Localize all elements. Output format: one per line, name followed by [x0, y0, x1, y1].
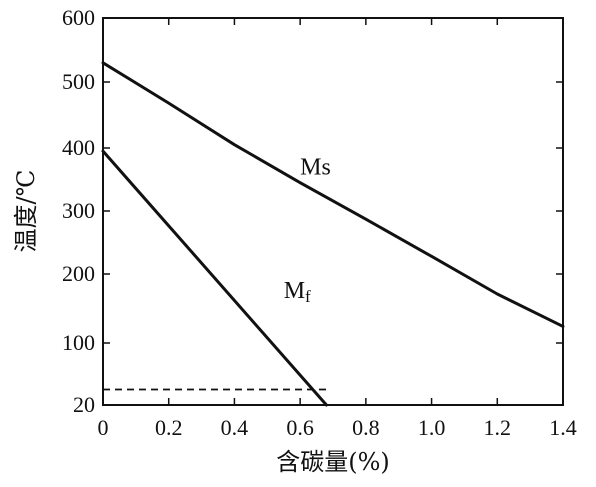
series-label-ms: Ms — [300, 154, 331, 180]
series-line-mf — [101, 149, 328, 407]
x-tick-label-7: 1.4 — [549, 415, 577, 440]
y-tick-label-5: 500 — [62, 69, 95, 94]
plot-frame — [102, 17, 564, 406]
y-axis-title: 温度/℃ — [12, 170, 40, 253]
series-label-main-mf: M — [284, 278, 305, 304]
y-tick-label-3: 300 — [62, 198, 95, 223]
x-axis-title: 含碳量(%) — [276, 448, 390, 476]
x-tick-label-6: 1.2 — [484, 415, 512, 440]
x-tick-label-0: 0 — [98, 415, 109, 440]
series-label-sub-mf: f — [305, 287, 311, 306]
series-label-main-ms: M — [300, 154, 321, 180]
series-line-ms — [101, 61, 565, 328]
y-tick-label-2: 200 — [62, 261, 95, 286]
x-tick-label-4: 0.8 — [352, 415, 380, 440]
y-tick-label-4: 400 — [62, 135, 95, 160]
y-tick-label-6: 600 — [62, 5, 95, 30]
series-layer — [101, 61, 565, 407]
ticks — [102, 17, 564, 406]
tick-labels: 0 0.2 0.4 0.6 0.8 1.0 1.2 1.4 20 100 200 300 400 500 6… — [62, 5, 577, 440]
y-tick-label-0: 20 — [73, 392, 95, 417]
x-tick-label-1: 0.2 — [155, 415, 183, 440]
x-tick-label-3: 0.6 — [286, 415, 314, 440]
y-tick-label-1: 100 — [62, 330, 95, 355]
x-tick-label-5: 1.0 — [418, 415, 446, 440]
series-label-mf: Mf — [284, 278, 311, 306]
x-tick-label-2: 0.4 — [221, 415, 249, 440]
series-label-sub-ms: s — [321, 154, 330, 180]
